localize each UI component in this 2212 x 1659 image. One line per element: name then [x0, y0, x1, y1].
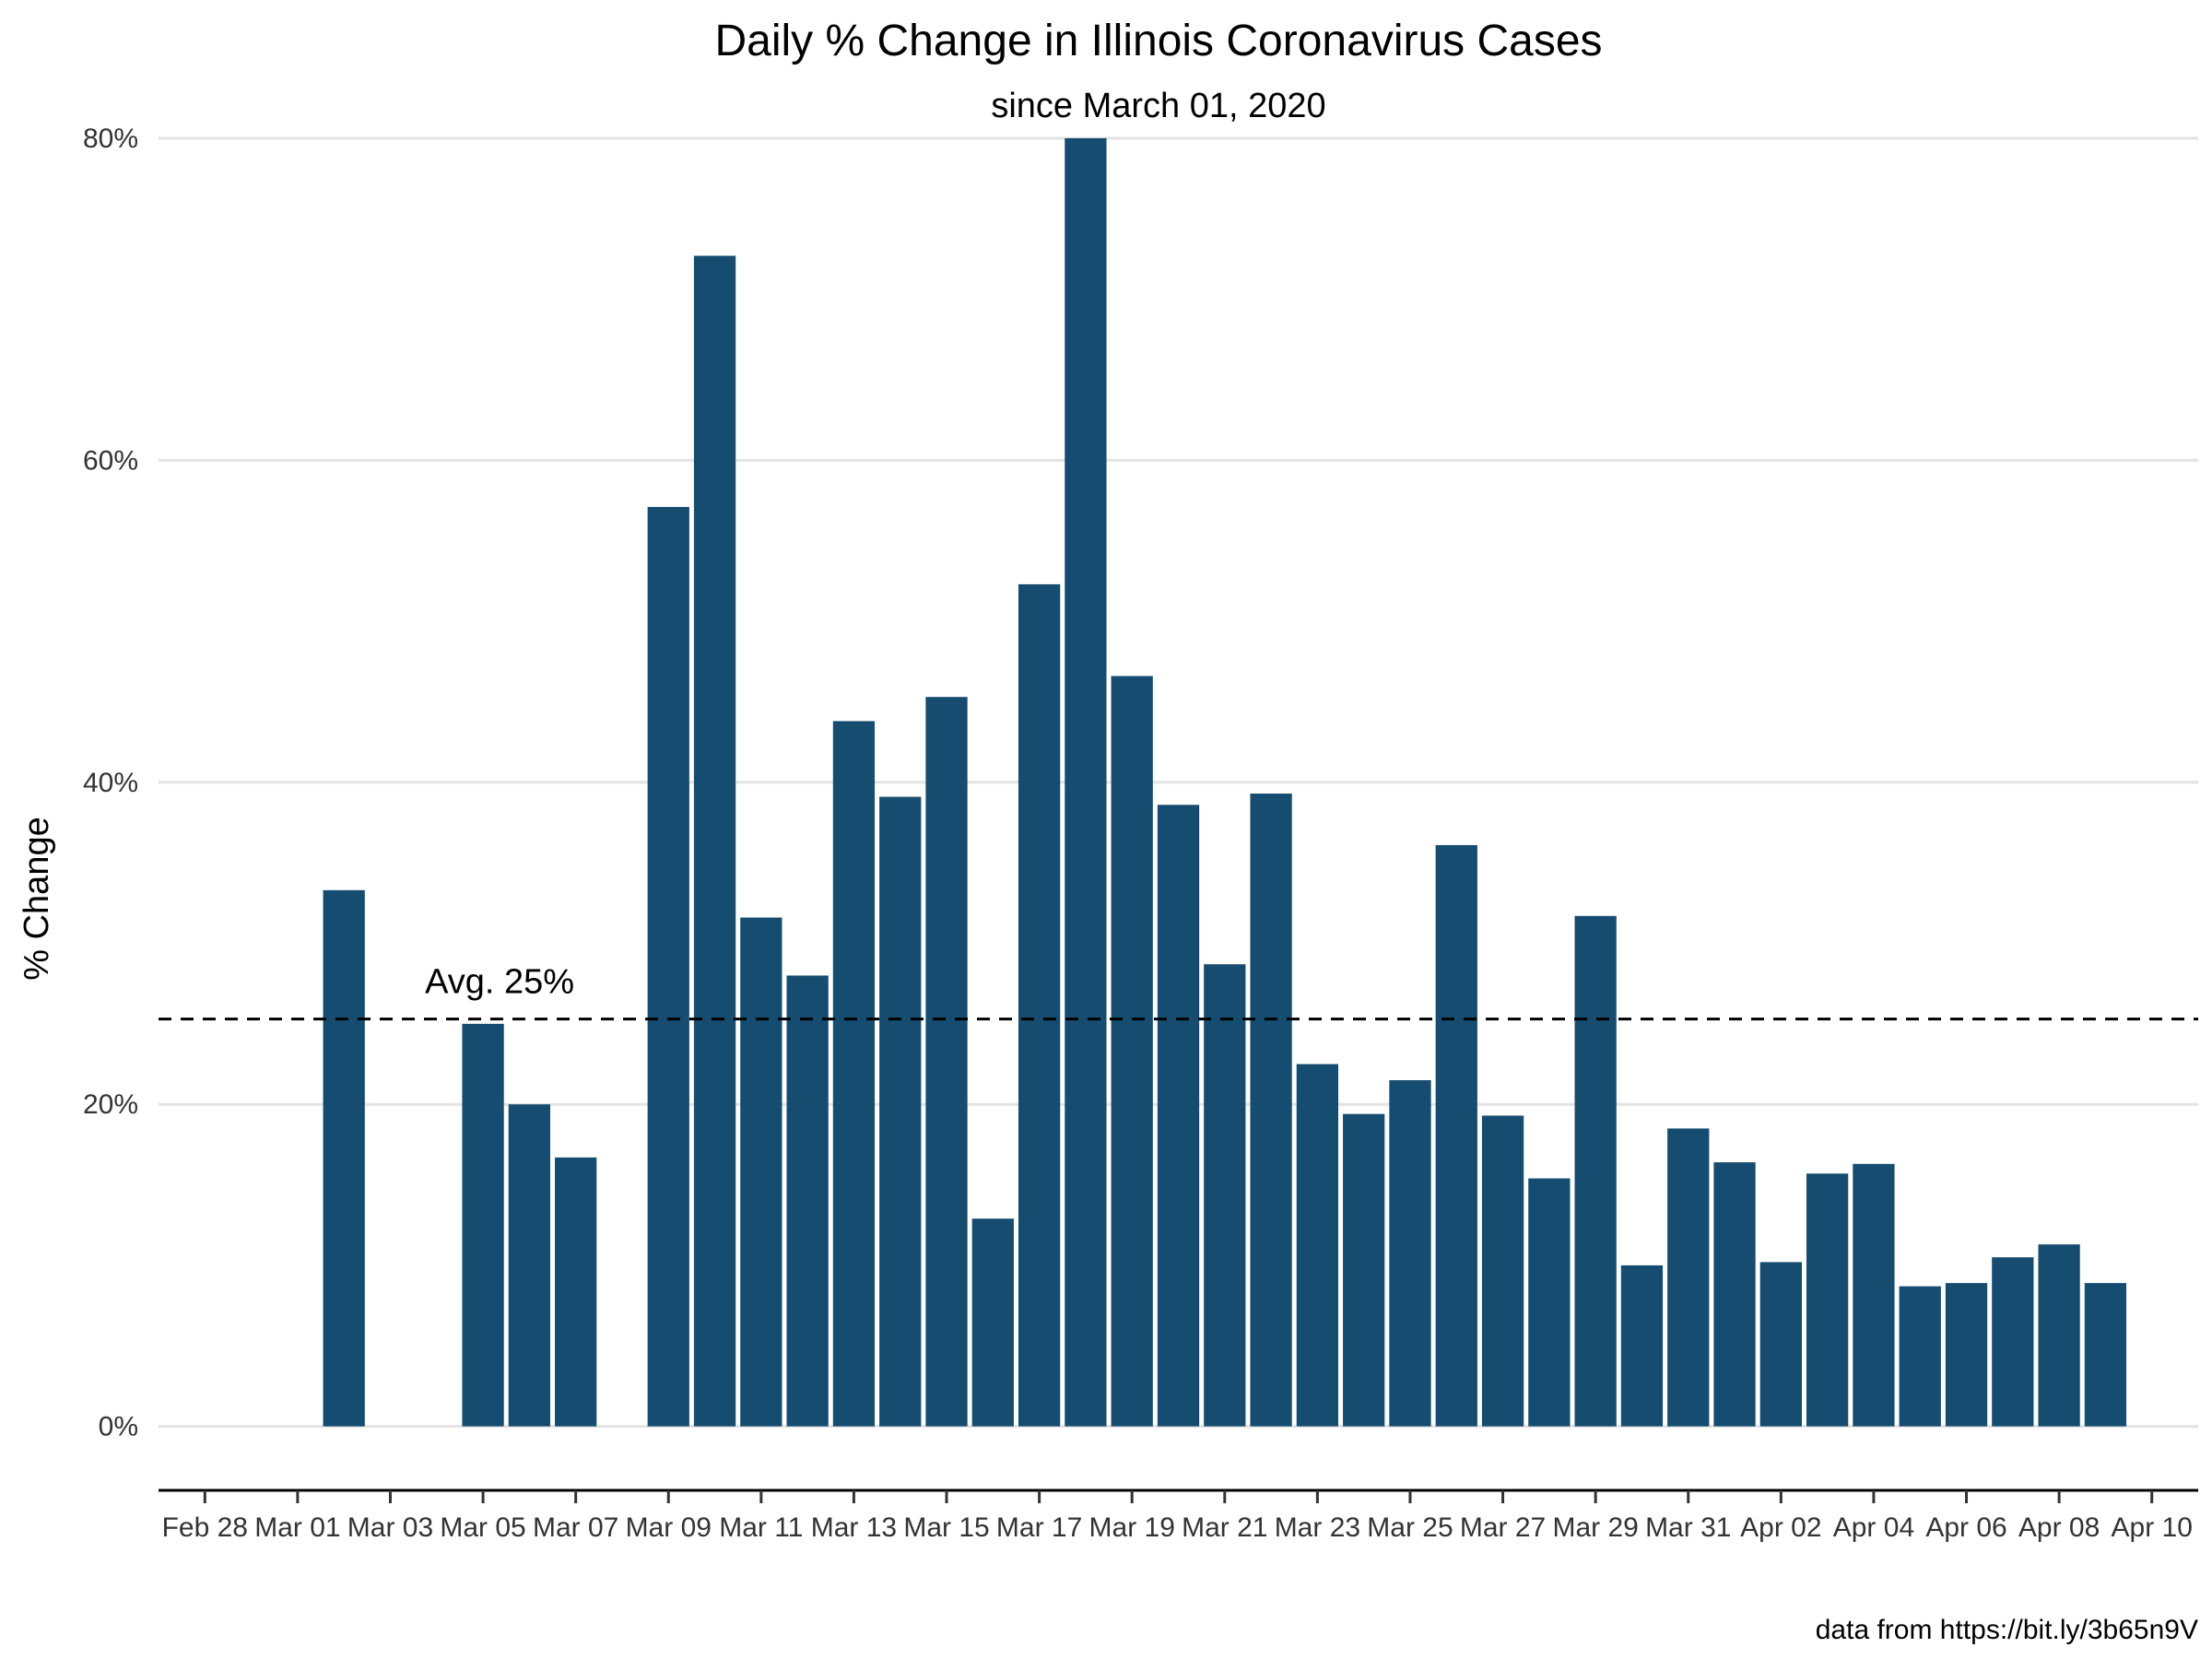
x-tick-label-2020-04-06: Apr 06: [1925, 1512, 2006, 1543]
y-tick-label-40: 40%: [83, 768, 138, 798]
x-tick-label-2020-02-28: Feb 28: [162, 1512, 248, 1543]
bar-2020-04-07: [1992, 1257, 2034, 1427]
bars: [323, 138, 2127, 1427]
x-tick-label-2020-04-10: Apr 10: [2112, 1512, 2193, 1543]
bar-2020-03-26: [1435, 844, 1477, 1427]
chart-title: Daily % Change in Illinois Coronavirus C…: [714, 17, 1602, 65]
bar-2020-04-04: [1853, 1163, 1895, 1427]
x-tick-label-2020-03-17: Mar 17: [996, 1512, 1082, 1543]
bar-2020-03-25: [1389, 1079, 1431, 1427]
x-tick-label-2020-03-05: Mar 05: [440, 1512, 525, 1543]
bar-2020-03-17: [1018, 583, 1061, 1427]
bar-2020-03-06: [508, 1104, 550, 1427]
data-source-caption: data from https://bit.ly/3b65n9V: [1816, 1615, 2198, 1645]
x-tick-label-2020-03-03: Mar 03: [347, 1512, 433, 1543]
bar-2020-03-30: [1620, 1265, 1664, 1427]
x-tick-label-2020-03-13: Mar 13: [811, 1512, 897, 1543]
x-tick-label-2020-04-08: Apr 08: [2018, 1512, 2100, 1543]
bar-2020-03-27: [1481, 1115, 1524, 1427]
bar-2020-03-18: [1065, 138, 1107, 1427]
x-tick-label-2020-04-04: Apr 04: [1833, 1512, 1914, 1543]
bar-2020-03-12: [786, 975, 829, 1427]
chart-subtitle: since March 01, 2020: [991, 87, 1325, 125]
bar-2020-04-02: [1759, 1262, 1802, 1427]
bar-2020-04-05: [1899, 1286, 1941, 1427]
bar-2020-03-29: [1574, 915, 1617, 1427]
y-axis-label: % Change: [18, 817, 56, 980]
x-tick-label-2020-03-27: Mar 27: [1460, 1512, 1546, 1543]
bar-2020-03-14: [879, 796, 922, 1427]
bar-2020-03-11: [740, 917, 782, 1427]
bar-2020-03-21: [1204, 964, 1246, 1427]
x-tick-label-2020-04-02: Apr 02: [1740, 1512, 1821, 1543]
bar-2020-03-20: [1157, 805, 1200, 1427]
bar-2020-03-05: [462, 1023, 504, 1427]
bar-2020-03-19: [1111, 676, 1153, 1427]
x-tick-label-2020-03-07: Mar 07: [533, 1512, 618, 1543]
bar-2020-04-08: [2038, 1244, 2080, 1427]
x-tick-label-2020-03-21: Mar 21: [1182, 1512, 1267, 1543]
x-tick-label-2020-03-19: Mar 19: [1089, 1512, 1175, 1543]
bar-2020-03-13: [832, 721, 876, 1427]
x-tick-label-2020-03-31: Mar 31: [1645, 1512, 1731, 1543]
bar-2020-04-06: [1945, 1283, 1988, 1427]
x-tick-label-2020-03-11: Mar 11: [719, 1512, 803, 1543]
bar-2020-03-24: [1343, 1113, 1385, 1427]
bar-2020-03-09: [647, 507, 689, 1427]
y-tick-label-20: 20%: [83, 1089, 138, 1120]
bar-2020-03-22: [1250, 794, 1292, 1427]
bar-2020-04-09: [2084, 1283, 2127, 1427]
average-reference: Avg. 25%: [159, 963, 2198, 1021]
bar-2020-04-01: [1713, 1162, 1756, 1427]
bar-2020-03-07: [555, 1157, 597, 1427]
bar-2020-03-02: [323, 889, 365, 1427]
bar-2020-03-31: [1667, 1128, 1710, 1427]
x-tick-label-2020-03-01: Mar 01: [254, 1512, 340, 1543]
bar-2020-03-23: [1296, 1064, 1339, 1427]
x-tick-label-2020-03-15: Mar 15: [903, 1512, 989, 1543]
y-tick-label-0: 0%: [99, 1412, 138, 1442]
x-tick-label-2020-03-23: Mar 23: [1275, 1512, 1360, 1543]
x-tick-label-2020-03-25: Mar 25: [1367, 1512, 1453, 1543]
bar-2020-03-10: [693, 255, 736, 1427]
x-tick-label-2020-03-29: Mar 29: [1552, 1512, 1638, 1543]
x-tick-label-2020-03-09: Mar 09: [626, 1512, 712, 1543]
bar-2020-03-15: [925, 697, 968, 1427]
bar-2020-04-03: [1806, 1173, 1849, 1427]
average-annotation: Avg. 25%: [425, 963, 574, 1002]
bar-2020-03-16: [971, 1218, 1014, 1427]
y-axis: 0% 20% 40% 60% 80%: [83, 124, 138, 1442]
y-tick-label-60: 60%: [83, 445, 138, 476]
bar-2020-03-28: [1528, 1178, 1571, 1427]
y-tick-label-80: 80%: [83, 124, 138, 154]
x-axis: Feb 28 Mar 01 Mar 03 Mar 05 Mar 07 Mar 09 Mar …: [159, 1488, 2198, 1543]
